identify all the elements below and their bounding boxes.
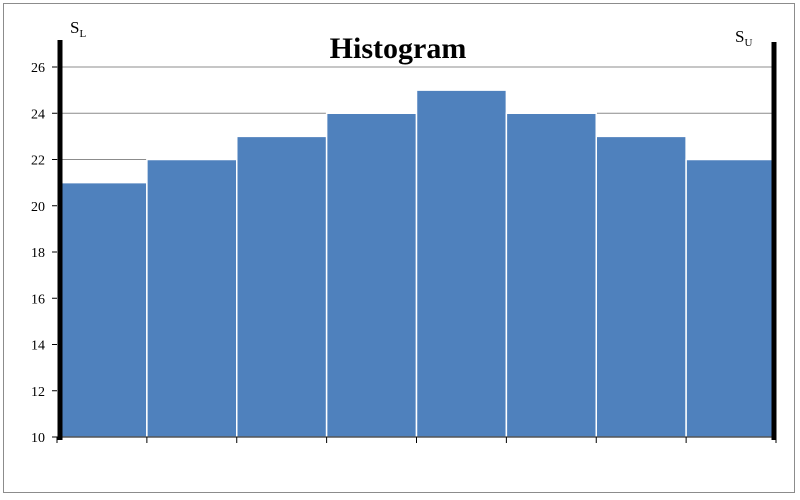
upper-spec-limit-subscript: U	[744, 37, 752, 49]
lower-spec-limit-subscript: L	[79, 28, 86, 40]
y-tick-label: 20	[31, 200, 45, 215]
bars	[56, 89, 777, 438]
chart-title: Histogram	[330, 32, 467, 65]
histogram-bar	[505, 112, 597, 438]
histogram-bar	[236, 135, 328, 438]
x-axis-ticks	[56, 437, 777, 443]
y-tick-label: 16	[31, 292, 45, 307]
lower-spec-limit-label: SL	[70, 18, 86, 40]
y-tick-label: 24	[31, 107, 45, 122]
histogram-bar	[325, 112, 418, 438]
upper-spec-limit-label: SU	[735, 27, 752, 49]
histogram-bar	[685, 158, 777, 438]
histogram-bar	[56, 181, 148, 438]
y-tick-label: 26	[31, 61, 45, 76]
histogram-bar	[595, 135, 687, 438]
histogram-bar	[415, 89, 508, 438]
histogram-bar	[146, 158, 238, 438]
y-tick-label: 22	[31, 154, 45, 169]
upper-spec-limit-letter: S	[735, 27, 744, 46]
y-axis-ticks: 10 12 14 16 18 20 22 24 26	[31, 61, 57, 446]
y-tick-label: 14	[31, 339, 45, 354]
y-tick-label: 12	[31, 385, 45, 400]
y-tick-label: 18	[31, 246, 45, 261]
y-tick-label: 10	[31, 431, 45, 446]
lower-spec-limit-letter: S	[70, 18, 79, 37]
